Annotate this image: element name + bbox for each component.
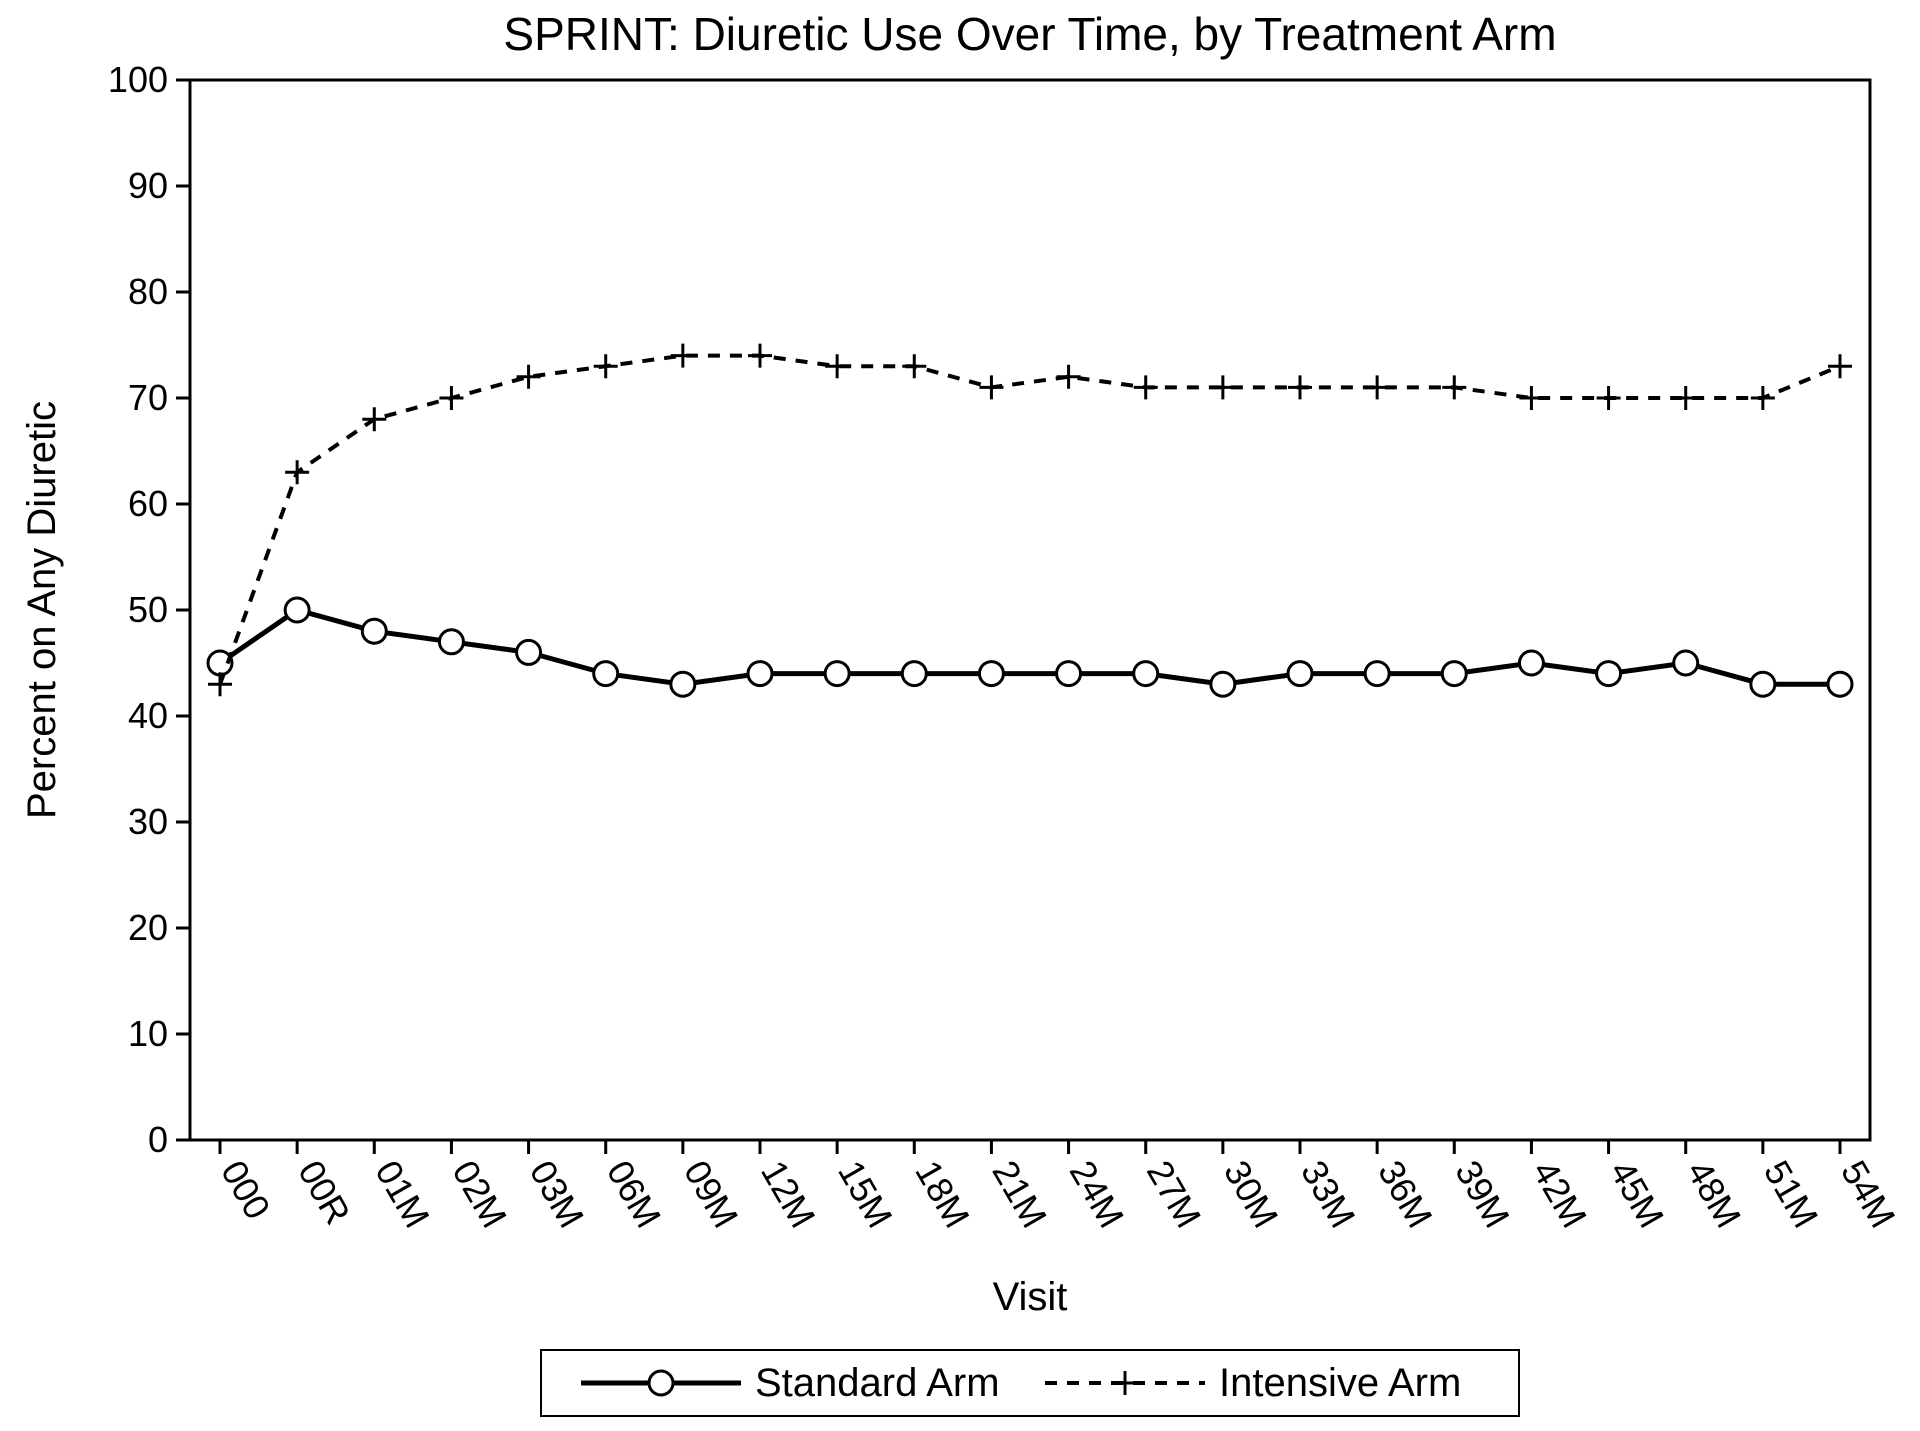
- x-tick-label: 30M: [1216, 1154, 1287, 1235]
- marker-plus: [1057, 365, 1081, 389]
- marker-circle: [1365, 662, 1389, 686]
- x-tick-label: 01M: [367, 1154, 438, 1235]
- x-tick-label: 00R: [290, 1154, 359, 1232]
- x-tick-label: 12M: [753, 1154, 824, 1235]
- y-tick-label: 20: [128, 907, 168, 948]
- marker-plus: [362, 407, 386, 431]
- x-tick-label: 21M: [985, 1154, 1056, 1235]
- x-tick-label: 54M: [1833, 1154, 1904, 1235]
- marker-circle: [439, 630, 463, 654]
- marker-circle: [1674, 651, 1698, 675]
- y-tick-label: 0: [148, 1119, 168, 1160]
- marker-circle: [1442, 662, 1466, 686]
- y-tick-label: 70: [128, 377, 168, 418]
- x-axis-label: Visit: [993, 1275, 1068, 1319]
- marker-plus: [594, 354, 618, 378]
- x-tick-label: 03M: [522, 1154, 593, 1235]
- legend-label-0: Standard Arm: [755, 1361, 1000, 1405]
- marker-plus: [1365, 375, 1389, 399]
- x-tick-label: 48M: [1679, 1154, 1750, 1235]
- legend-marker-circle: [649, 1371, 673, 1395]
- marker-plus: [979, 375, 1003, 399]
- marker-plus: [825, 354, 849, 378]
- marker-plus: [1442, 375, 1466, 399]
- chart-container: SPRINT: Diuretic Use Over Time, by Treat…: [0, 0, 1920, 1431]
- marker-plus: [1828, 354, 1852, 378]
- marker-circle: [1828, 672, 1852, 696]
- marker-plus: [208, 672, 232, 696]
- marker-plus: [1211, 375, 1235, 399]
- marker-plus: [285, 460, 309, 484]
- marker-plus: [1288, 375, 1312, 399]
- marker-circle: [671, 672, 695, 696]
- y-tick-label: 60: [128, 483, 168, 524]
- marker-plus: [902, 354, 926, 378]
- marker-circle: [748, 662, 772, 686]
- legend-marker-plus: [1113, 1371, 1137, 1395]
- x-tick-label: 36M: [1370, 1154, 1441, 1235]
- legend-label-1: Intensive Arm: [1219, 1361, 1461, 1405]
- marker-circle: [1057, 662, 1081, 686]
- marker-plus: [748, 344, 772, 368]
- marker-circle: [1134, 662, 1158, 686]
- marker-plus: [1674, 386, 1698, 410]
- y-tick-label: 90: [128, 165, 168, 206]
- y-tick-label: 100: [108, 59, 168, 100]
- x-tick-label: 06M: [599, 1154, 670, 1235]
- x-tick-label: 000: [213, 1154, 279, 1227]
- marker-circle: [594, 662, 618, 686]
- chart-title: SPRINT: Diuretic Use Over Time, by Treat…: [503, 8, 1556, 60]
- x-tick-label: 45M: [1602, 1154, 1673, 1235]
- y-tick-label: 80: [128, 271, 168, 312]
- marker-circle: [979, 662, 1003, 686]
- x-tick-label: 51M: [1756, 1154, 1827, 1235]
- x-tick-label: 42M: [1525, 1154, 1596, 1235]
- marker-plus: [439, 386, 463, 410]
- marker-plus: [517, 365, 541, 389]
- x-tick-label: 02M: [445, 1154, 516, 1235]
- marker-circle: [285, 598, 309, 622]
- x-tick-label: 33M: [1293, 1154, 1364, 1235]
- marker-circle: [1751, 672, 1775, 696]
- chart-svg: SPRINT: Diuretic Use Over Time, by Treat…: [0, 0, 1920, 1431]
- y-tick-label: 50: [128, 589, 168, 630]
- marker-circle: [902, 662, 926, 686]
- x-tick-label: 15M: [830, 1154, 901, 1235]
- marker-circle: [1288, 662, 1312, 686]
- marker-plus: [1751, 386, 1775, 410]
- x-tick-label: 27M: [1139, 1154, 1210, 1235]
- x-tick-label: 24M: [1062, 1154, 1133, 1235]
- marker-circle: [825, 662, 849, 686]
- marker-plus: [671, 344, 695, 368]
- x-tick-label: 18M: [907, 1154, 978, 1235]
- marker-circle: [517, 640, 541, 664]
- marker-plus: [1519, 386, 1543, 410]
- y-axis-label: Percent on Any Diuretic: [20, 401, 64, 819]
- marker-circle: [1597, 662, 1621, 686]
- y-tick-label: 30: [128, 801, 168, 842]
- y-tick-label: 40: [128, 695, 168, 736]
- y-tick-label: 10: [128, 1013, 168, 1054]
- marker-circle: [362, 619, 386, 643]
- marker-circle: [1211, 672, 1235, 696]
- x-tick-label: 39M: [1447, 1154, 1518, 1235]
- x-tick-label: 09M: [676, 1154, 747, 1235]
- marker-circle: [1519, 651, 1543, 675]
- marker-plus: [1134, 375, 1158, 399]
- plot-border: [190, 80, 1870, 1140]
- marker-plus: [1597, 386, 1621, 410]
